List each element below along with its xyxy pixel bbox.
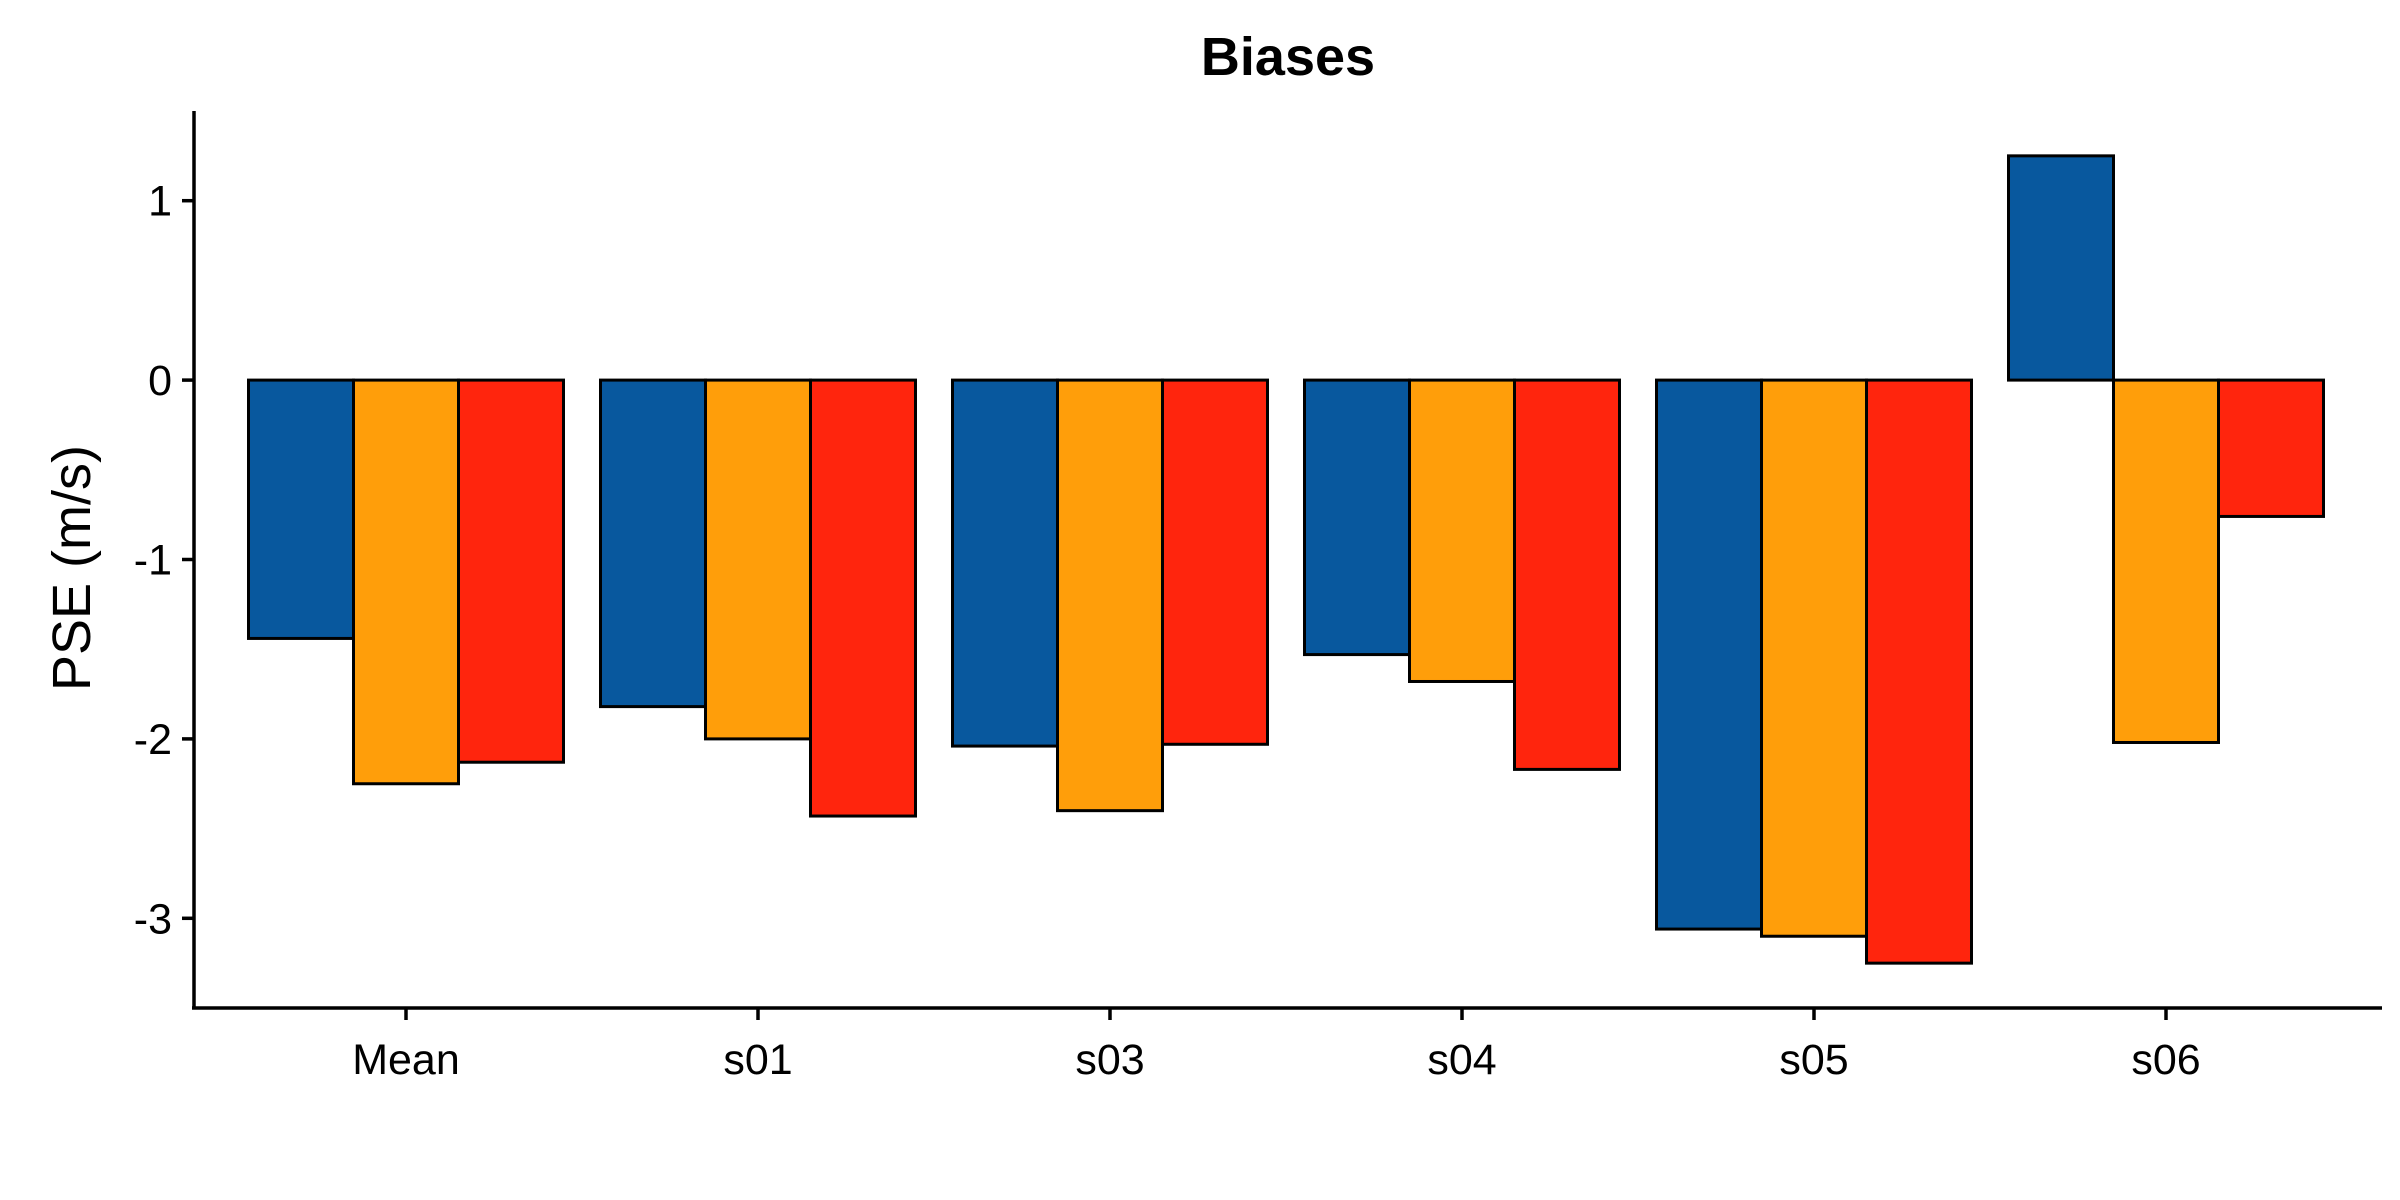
y-tick-label: 1 <box>148 178 172 226</box>
x-tick-label: s05 <box>1779 1036 1848 1084</box>
y-tick-label: -3 <box>134 895 172 943</box>
bar-s05-series-3 <box>1865 378 1973 965</box>
x-tick-label: s04 <box>1427 1036 1496 1084</box>
bar-s06-series-1 <box>2007 154 2115 382</box>
bar-s06-series-2 <box>2112 378 2220 744</box>
bar-s04-series-1 <box>1303 378 1411 657</box>
bar-s04-series-3 <box>1513 378 1621 771</box>
bar-s01-series-1 <box>599 378 707 709</box>
x-ticks: Mean s01 s03 s04 s05 s06 <box>352 1008 2201 1084</box>
bar-s05-series-1 <box>1655 378 1763 931</box>
bar-s03-series-1 <box>951 378 1059 748</box>
y-ticks: 1 0 -1 -2 -3 <box>134 178 194 943</box>
y-tick-label: 0 <box>148 357 172 405</box>
bars-group <box>247 154 2325 965</box>
bar-s05-series-2 <box>1760 378 1868 938</box>
y-tick-label: -2 <box>134 716 172 764</box>
bar-s03-series-2 <box>1056 378 1164 813</box>
bar-s04-series-2 <box>1408 378 1516 683</box>
y-tick-label: -1 <box>134 537 172 585</box>
bar-Mean-series-1 <box>247 378 355 640</box>
bar-s01-series-3 <box>809 378 917 818</box>
bar-s03-series-3 <box>1161 378 1269 746</box>
chart-title: Biases <box>1201 27 1375 87</box>
bar-Mean-series-2 <box>352 378 460 786</box>
x-tick-label: s01 <box>723 1036 792 1084</box>
x-tick-label: s06 <box>2131 1036 2200 1084</box>
bar-s06-series-3 <box>2217 378 2325 518</box>
y-axis-label: PSE (m/s) <box>42 445 102 691</box>
bar-Mean-series-3 <box>457 378 565 764</box>
x-tick-label: s03 <box>1075 1036 1144 1084</box>
bar-s01-series-2 <box>704 378 812 741</box>
x-tick-label: Mean <box>352 1036 460 1084</box>
